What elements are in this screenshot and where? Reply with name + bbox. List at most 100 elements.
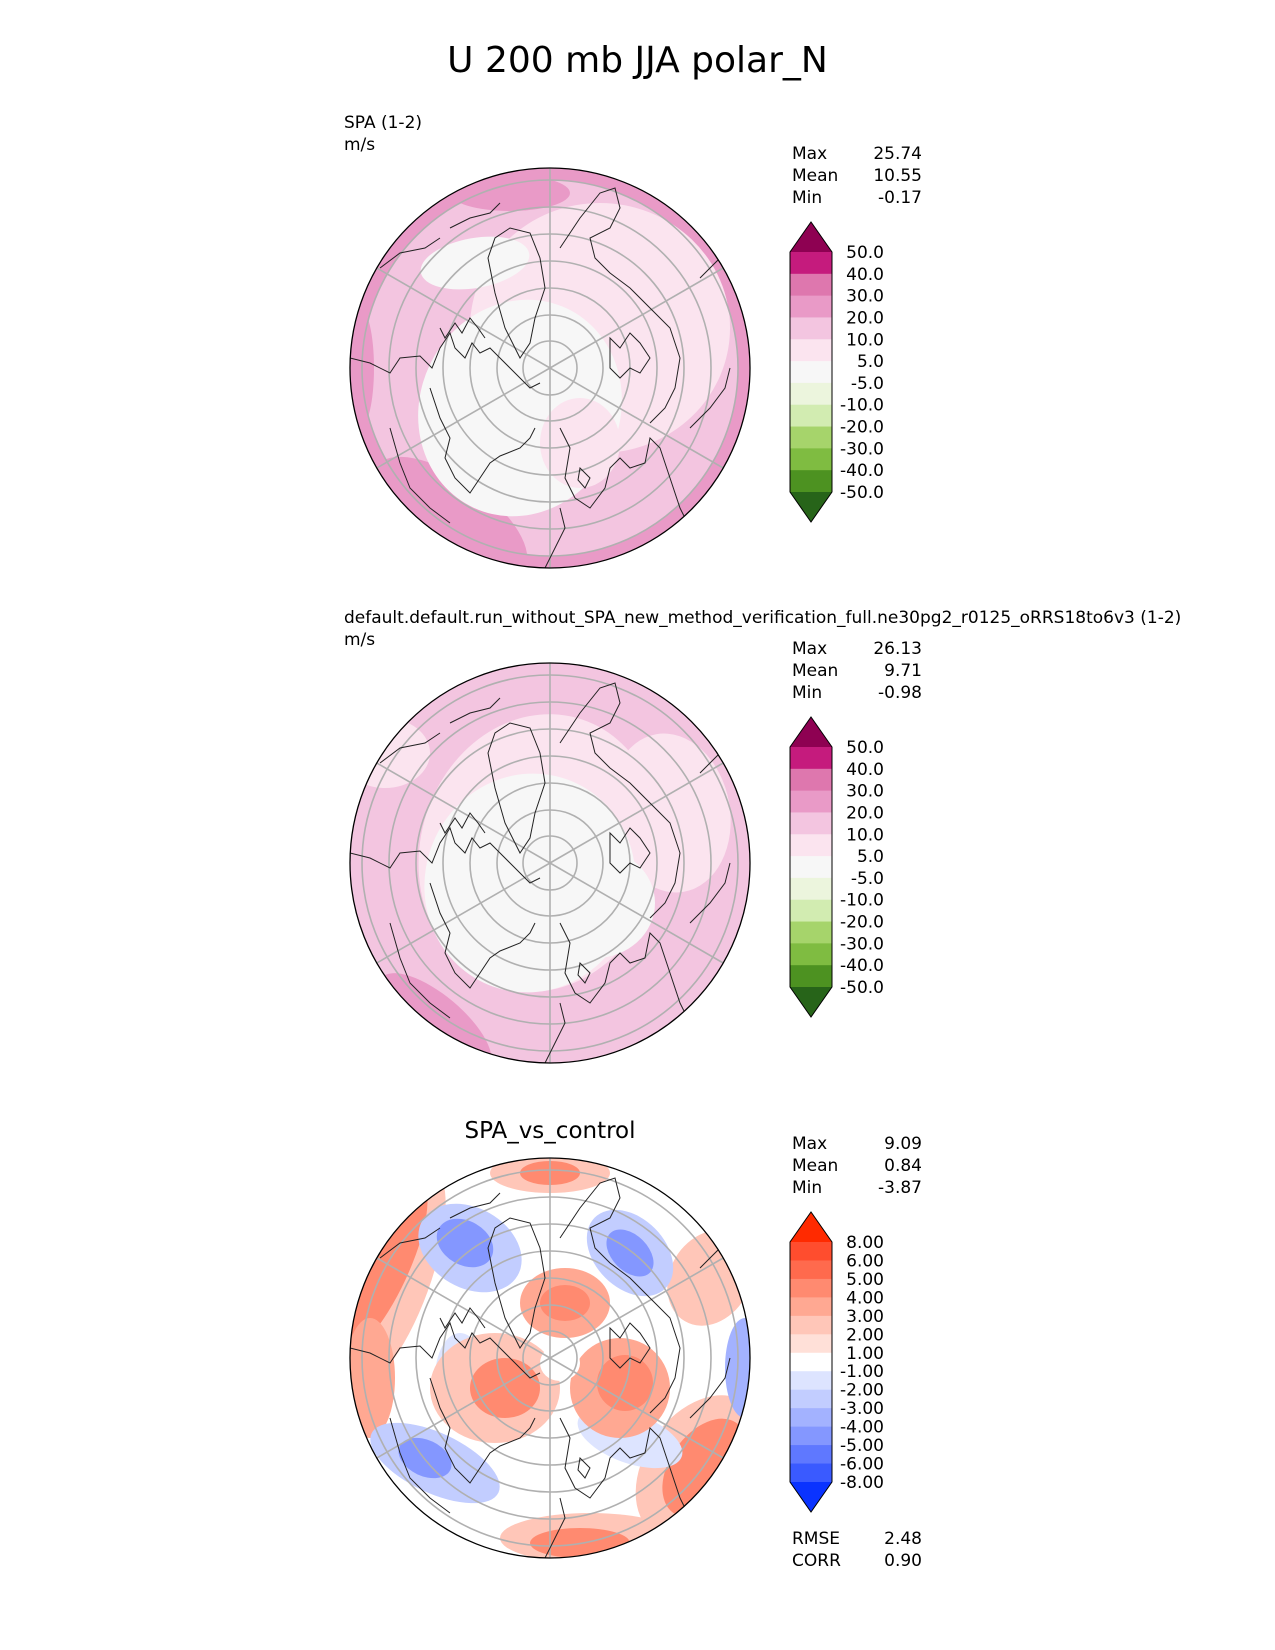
longitude-line xyxy=(549,862,724,964)
colorbar-segment xyxy=(790,339,832,362)
colorbar-tick-label: -30.0 xyxy=(840,934,884,954)
coastline xyxy=(559,1417,691,1519)
colorbar-segment xyxy=(790,273,832,297)
colorbar-segment xyxy=(790,1297,832,1317)
coastline xyxy=(487,227,546,359)
coastline xyxy=(487,722,546,854)
contour-region xyxy=(597,1355,653,1411)
colorbar-segment xyxy=(790,1242,832,1261)
panel-1-units: m/s xyxy=(344,135,376,155)
coastline xyxy=(449,697,501,724)
coastline xyxy=(559,427,691,529)
colorbar-tick-label: -6.00 xyxy=(840,1455,884,1475)
coastline xyxy=(577,466,591,489)
colorbar-outline xyxy=(789,716,833,1018)
colorbar-tick-label: -8.00 xyxy=(840,1473,884,1493)
colorbar-segment xyxy=(790,747,832,770)
coastlines xyxy=(350,187,746,568)
contour-region xyxy=(350,1181,428,1355)
figure-title: U 200 mb JJA polar_N xyxy=(447,40,828,81)
colorbar-segment xyxy=(790,361,832,384)
coastline xyxy=(609,332,651,379)
colorbar-tick-label: 4.00 xyxy=(846,1288,884,1308)
field xyxy=(350,1158,750,1558)
longitude-line xyxy=(549,1357,724,1459)
stat-name: Min xyxy=(792,188,823,208)
coastline xyxy=(389,922,451,1019)
colorbar-segment xyxy=(790,987,832,1017)
contour-region xyxy=(450,175,570,211)
stat-value: 10.55 xyxy=(873,166,922,186)
stat-value: 0.84 xyxy=(884,1156,922,1176)
contour-region xyxy=(470,1358,540,1418)
colorbar-segment xyxy=(790,222,832,252)
contour-region xyxy=(350,308,374,428)
colorbar-tick-label: 10.0 xyxy=(846,330,884,350)
panel-3-extra-stats: RMSE 2.48 CORR 0.90 xyxy=(792,1528,922,1572)
contour-region xyxy=(350,718,430,788)
colorbar-tick-label: -4.00 xyxy=(840,1418,884,1438)
colorbar-tick-label: 8.00 xyxy=(846,1233,884,1253)
coastline xyxy=(350,1321,541,1379)
colorbar-tick-label: -10.0 xyxy=(840,396,884,416)
longitude-line xyxy=(376,267,551,369)
coastline xyxy=(609,827,651,874)
stat-name: Max xyxy=(792,639,828,659)
field xyxy=(350,663,750,1063)
colorbar-tick-label: -40.0 xyxy=(840,956,884,976)
stat-name: Min xyxy=(792,1178,823,1198)
coastline xyxy=(544,507,566,568)
stat-value: -3.87 xyxy=(878,1178,922,1198)
colorbar-tick-label: 40.0 xyxy=(846,265,884,285)
stat-value: 9.71 xyxy=(884,661,922,681)
colorbar-tick-label: -3.00 xyxy=(840,1399,884,1419)
colorbar-tick-label: 2.00 xyxy=(846,1325,884,1345)
longitude-line xyxy=(376,862,551,964)
coastline xyxy=(350,331,541,389)
longitude-line xyxy=(549,762,724,864)
colorbar-segment xyxy=(790,1389,832,1409)
coastline xyxy=(487,1217,546,1349)
colorbar-segment xyxy=(790,252,832,275)
longitude-line xyxy=(549,267,724,369)
colorbar-tick-label: -2.00 xyxy=(840,1381,884,1401)
contour-region xyxy=(535,848,655,958)
colorbar-tick-label: 50.0 xyxy=(846,738,884,758)
panel-1-title: SPA (1-2) xyxy=(344,113,423,133)
colorbar-segment xyxy=(790,834,832,857)
panel-1-label: SPA (1-2) m/s xyxy=(344,112,422,156)
coastline xyxy=(379,732,441,764)
coastline xyxy=(689,367,731,429)
colorbar-segment xyxy=(790,877,832,901)
coastline xyxy=(577,961,591,984)
colorbar-tick-label: -30.0 xyxy=(840,439,884,459)
stat-value: 9.09 xyxy=(884,1134,922,1154)
coastline xyxy=(389,427,451,524)
colorbar-tick-label: 5.0 xyxy=(857,352,884,372)
panel-2-title: default.default.run_without_SPA_new_meth… xyxy=(344,608,1182,628)
colorbar-segment xyxy=(790,812,832,835)
graticule xyxy=(361,1158,739,1558)
colorbar-segment xyxy=(790,1426,832,1446)
stat-name: Max xyxy=(792,144,828,164)
colorbar-tick-label: -20.0 xyxy=(840,418,884,438)
coastline xyxy=(609,1322,651,1369)
panel-2-stats: Max 26.13 Mean 9.71 Min -0.98 xyxy=(792,638,922,704)
colorbar-tick-label: 40.0 xyxy=(846,760,884,780)
panel-2-label: default.default.run_without_SPA_new_meth… xyxy=(344,607,1181,651)
stat-value: 0.90 xyxy=(884,1551,922,1571)
colorbar-tick-label: -1.00 xyxy=(840,1362,884,1382)
colorbar-tick-label: 50.0 xyxy=(846,243,884,263)
colorbar-segment xyxy=(790,404,832,428)
colorbar-segment xyxy=(790,856,832,879)
panel-2-polar-map xyxy=(349,662,751,1064)
colorbar-segment xyxy=(790,1482,832,1512)
colorbar-segment xyxy=(790,470,832,493)
stat-value: 26.13 xyxy=(873,639,922,659)
colorbar-tick-label: 3.00 xyxy=(846,1307,884,1327)
coastlines xyxy=(350,682,746,1063)
stat-name: Min xyxy=(792,683,823,703)
panel-1-stats: Max 25.74 Mean 10.55 Min -0.17 xyxy=(792,143,922,209)
panel-3-colorbar: 8.006.005.004.003.002.001.00-1.00-2.00-3… xyxy=(789,1211,884,1513)
colorbar-outline xyxy=(789,221,833,523)
